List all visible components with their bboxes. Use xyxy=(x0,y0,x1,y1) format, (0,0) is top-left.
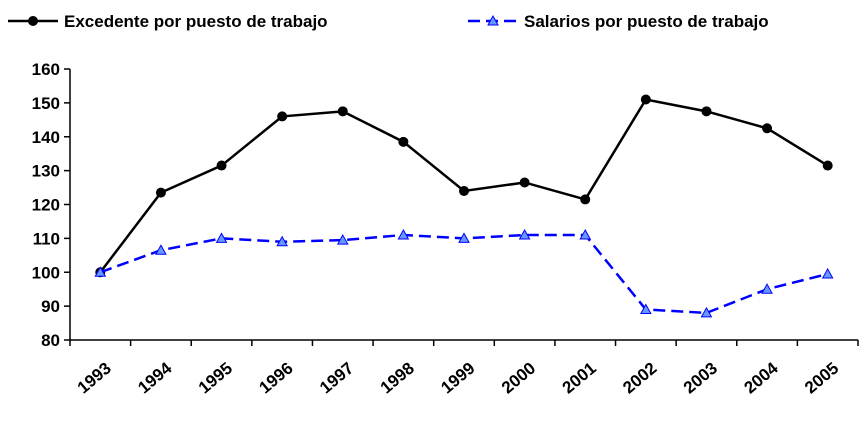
data-point xyxy=(215,232,228,243)
legend-marker xyxy=(487,14,499,26)
data-point xyxy=(398,136,409,147)
legend-label: Excedente por puesto de trabajo xyxy=(64,12,328,31)
data-point xyxy=(579,228,592,240)
x-tick-label: 1995 xyxy=(195,359,236,398)
y-tick-label: 80 xyxy=(41,331,60,350)
data-point xyxy=(155,244,167,255)
data-point xyxy=(518,228,531,240)
y-tick-label: 110 xyxy=(33,229,60,248)
data-point xyxy=(397,228,410,240)
data-point xyxy=(822,160,833,171)
y-tick-label: 100 xyxy=(32,263,60,282)
data-point xyxy=(762,123,773,134)
x-tick-label: 2003 xyxy=(680,359,721,398)
legend-marker xyxy=(28,16,38,26)
x-tick-label: 2000 xyxy=(498,359,539,398)
x-tick-label: 1999 xyxy=(437,359,478,398)
x-tick-label: 1993 xyxy=(74,359,115,398)
data-point xyxy=(336,234,349,245)
data-point xyxy=(761,283,773,294)
data-point xyxy=(216,160,227,171)
legend-item: Excedente por puesto de trabajo xyxy=(8,12,328,31)
data-point xyxy=(458,232,470,243)
legend-item: Salarios por puesto de trabajo xyxy=(468,12,769,31)
x-tick-label: 2001 xyxy=(559,359,600,398)
data-point xyxy=(701,106,712,117)
data-point xyxy=(580,194,591,205)
data-point xyxy=(337,106,348,117)
legend-label: Salarios por puesto de trabajo xyxy=(524,12,769,31)
data-point xyxy=(459,185,469,196)
y-tick-label: 160 xyxy=(32,60,60,79)
data-point xyxy=(519,177,530,188)
data-point xyxy=(276,235,289,247)
x-tick-label: 2002 xyxy=(619,359,660,398)
data-point xyxy=(155,187,166,198)
x-tick-label: 2005 xyxy=(801,359,842,398)
x-tick-label: 2004 xyxy=(740,358,782,397)
series-line xyxy=(99,233,828,315)
x-tick-label: 1998 xyxy=(377,359,418,398)
y-tick-label: 90 xyxy=(41,297,60,316)
x-tick-label: 1994 xyxy=(134,358,176,397)
y-tick-label: 130 xyxy=(32,162,60,181)
data-point xyxy=(94,266,107,277)
data-point xyxy=(639,303,652,315)
data-point xyxy=(700,306,713,318)
y-tick-label: 140 xyxy=(32,128,60,147)
x-tick-label: 1997 xyxy=(316,359,357,398)
data-point xyxy=(640,94,651,105)
y-tick-label: 150 xyxy=(32,94,60,113)
x-tick-label: 1996 xyxy=(256,359,297,398)
data-point xyxy=(821,267,834,279)
data-point xyxy=(277,111,288,122)
series-line xyxy=(99,98,829,274)
y-tick-label: 120 xyxy=(32,196,60,215)
